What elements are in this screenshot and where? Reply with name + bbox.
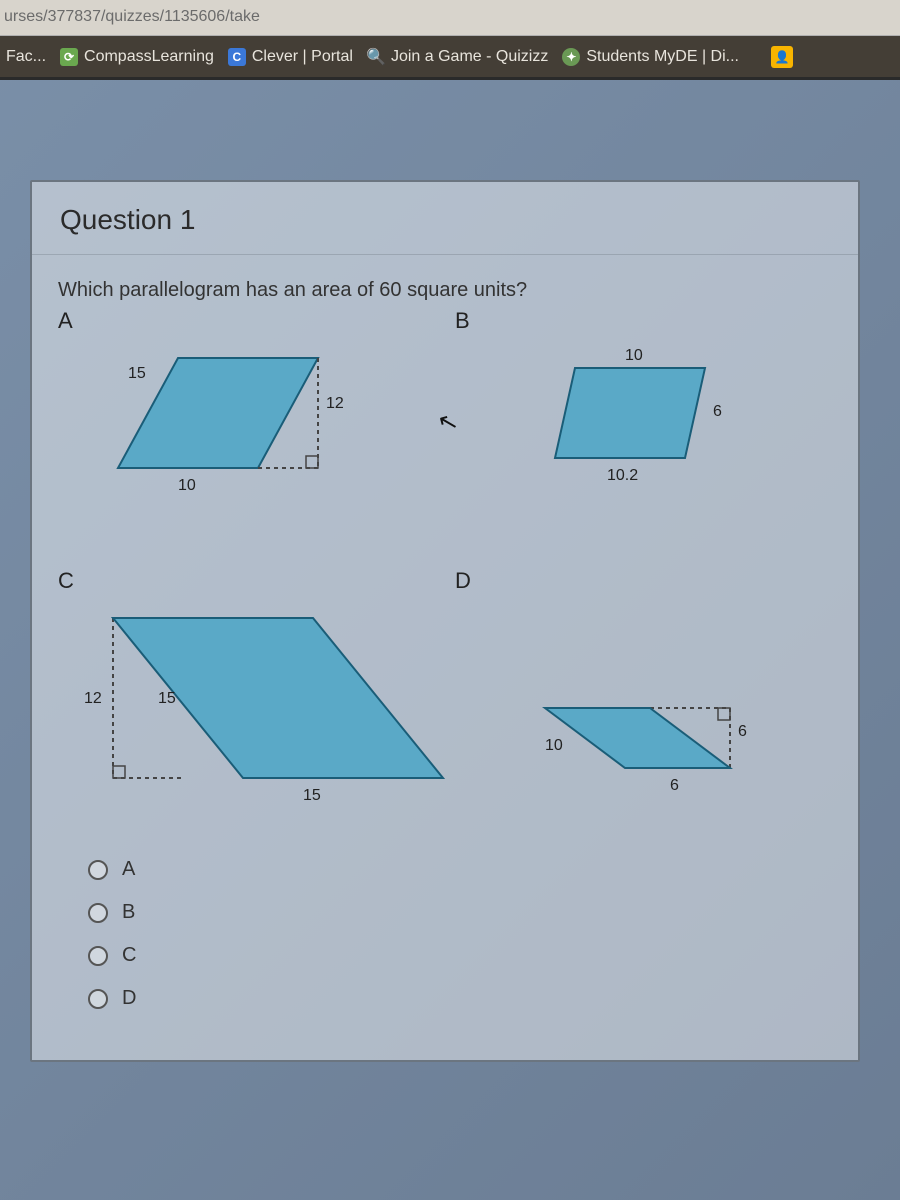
bookmark-label: CompassLearning bbox=[84, 48, 214, 66]
figure-b-cell: B 10 6 10.2 bbox=[455, 308, 832, 558]
bookmark-fac[interactable]: Fac... bbox=[6, 48, 46, 66]
figure-a-base: 10 bbox=[178, 477, 196, 494]
figure-b-svg: 10 6 10.2 bbox=[515, 338, 795, 518]
question-text: Which parallelogram has an area of 60 sq… bbox=[58, 279, 832, 302]
figure-d-height: 6 bbox=[738, 723, 747, 740]
myde-icon: ✦ bbox=[562, 48, 580, 66]
figure-a-height: 12 bbox=[326, 395, 344, 412]
answer-option-d[interactable]: D bbox=[88, 977, 832, 1020]
figure-a-side: 15 bbox=[128, 365, 146, 382]
bookmark-label: Join a Game - Quizizz bbox=[391, 48, 548, 66]
figure-c-svg: 12 15 15 bbox=[58, 588, 458, 818]
url-path: urses/377837/quizzes/1135606/take bbox=[4, 8, 260, 25]
radio-icon bbox=[88, 860, 108, 880]
profile-icon[interactable]: 👤 bbox=[771, 46, 793, 68]
figure-b-bottom: 10.2 bbox=[607, 467, 638, 484]
figure-c-height: 12 bbox=[84, 690, 102, 707]
answer-option-b[interactable]: B bbox=[88, 891, 832, 934]
answer-label: B bbox=[122, 901, 135, 924]
answer-label: A bbox=[122, 858, 135, 881]
bookmark-label: Fac... bbox=[6, 48, 46, 66]
figure-a-cell: A 15 10 12 ↖ bbox=[58, 308, 435, 558]
compass-icon: ⟳ bbox=[60, 48, 78, 66]
question-header: Question 1 bbox=[32, 182, 858, 255]
bookmarks-bar: Fac... ⟳ CompassLearning C Clever | Port… bbox=[0, 36, 900, 80]
clever-icon: C bbox=[228, 48, 246, 66]
answers-group: A B C D bbox=[58, 838, 832, 1020]
content-area: Question 1 Which parallelogram has an ar… bbox=[0, 80, 900, 1062]
figure-b-side: 6 bbox=[713, 403, 722, 420]
figure-b-label: B bbox=[455, 308, 470, 334]
answer-label: C bbox=[122, 944, 136, 967]
address-bar: urses/377837/quizzes/1135606/take bbox=[0, 0, 900, 36]
figure-d-side: 10 bbox=[545, 737, 563, 754]
figure-d-label: D bbox=[455, 568, 471, 594]
figure-a-svg: 15 10 12 bbox=[68, 328, 408, 528]
bookmark-compass[interactable]: ⟳ CompassLearning bbox=[60, 48, 214, 66]
question-card: Question 1 Which parallelogram has an ar… bbox=[30, 180, 860, 1062]
radio-icon bbox=[88, 903, 108, 923]
figure-b-top: 10 bbox=[625, 347, 643, 364]
bookmark-clever[interactable]: C Clever | Portal bbox=[228, 48, 353, 66]
bookmark-label: Clever | Portal bbox=[252, 48, 353, 66]
figure-d-base: 6 bbox=[670, 777, 679, 794]
figure-c-side: 15 bbox=[158, 690, 176, 707]
figure-c-base: 15 bbox=[303, 787, 321, 804]
question-body: Which parallelogram has an area of 60 sq… bbox=[32, 255, 858, 1030]
radio-icon bbox=[88, 946, 108, 966]
figure-c-cell: C 12 15 15 bbox=[58, 568, 435, 838]
search-icon: 🔍 bbox=[367, 48, 385, 66]
bookmark-quizizz[interactable]: 🔍 Join a Game - Quizizz bbox=[367, 48, 548, 66]
figures-grid: A 15 10 12 ↖ B bbox=[58, 308, 832, 838]
radio-icon bbox=[88, 989, 108, 1009]
answer-label: D bbox=[122, 987, 136, 1010]
bookmark-myde[interactable]: ✦ Students MyDE | Di... bbox=[562, 48, 739, 66]
figure-d-cell: D 10 6 6 bbox=[455, 568, 832, 838]
figure-d-svg: 10 6 6 bbox=[475, 658, 795, 838]
answer-option-a[interactable]: A bbox=[88, 848, 832, 891]
bookmark-label: Students MyDE | Di... bbox=[586, 48, 739, 66]
answer-option-c[interactable]: C bbox=[88, 934, 832, 977]
